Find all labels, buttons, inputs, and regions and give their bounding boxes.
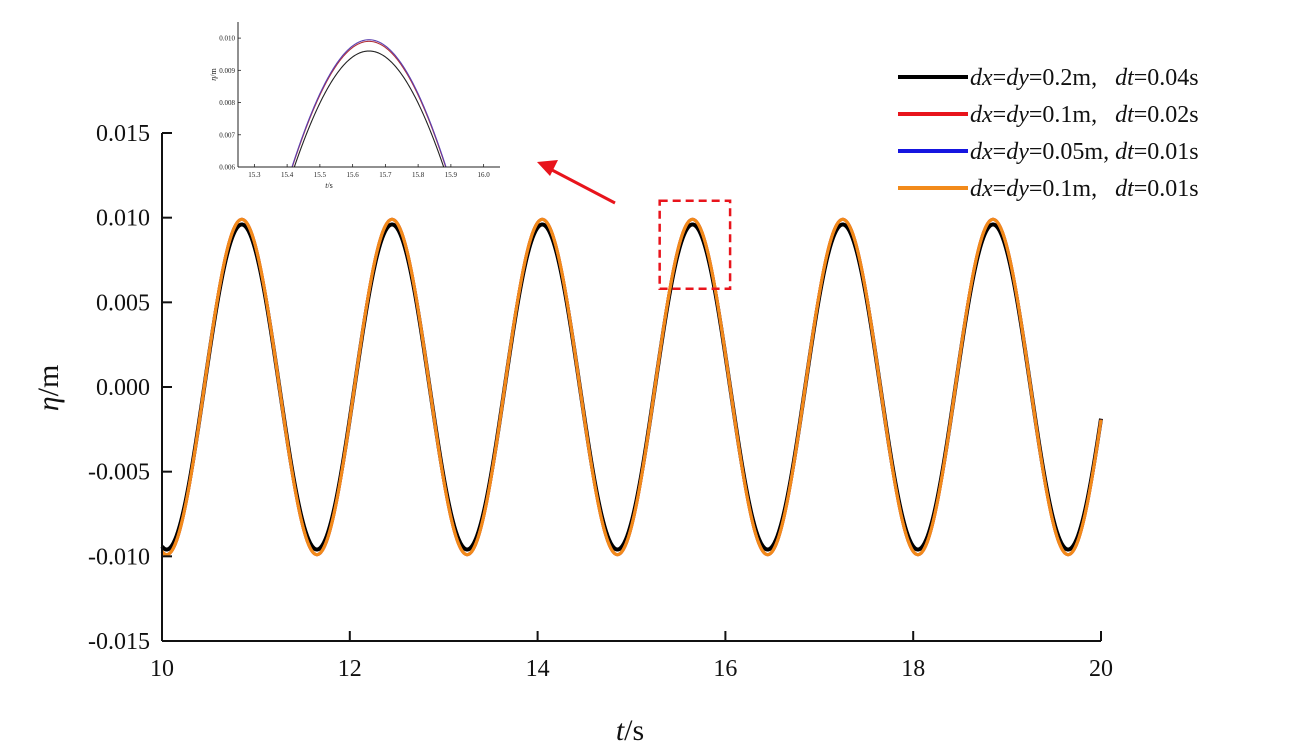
legend-entry-4: dx=dy=0.1m, dt=0.01s [970, 176, 1199, 202]
inset-y-tick-label: 0.006 [219, 164, 235, 172]
inset-zoom-plot: 15.3 15.4 15.5 15.6 15.7 15.8 15.9 16.0 0.006 0.0… [209, 22, 500, 190]
inset-series-layer [291, 39, 447, 167]
inset-series-line-1 [293, 50, 445, 167]
inset-x-tick-label: 15.9 [445, 171, 458, 179]
x-tick-label: 18 [901, 656, 925, 682]
legend-entry-3: dx=dy=0.05m, dt=0.01s [970, 139, 1199, 165]
inset-y-tick-label: 0.009 [219, 67, 235, 75]
inset-x-tick-label: 15.7 [379, 171, 392, 179]
legend-text-part: =0.1m, [1029, 176, 1115, 202]
legend-text-part: dy [1006, 65, 1029, 91]
x-tick-label: 10 [150, 656, 174, 682]
series-layer [160, 217, 1103, 557]
legend-text-part: =0.04s [1134, 65, 1199, 91]
zoom-region-box [658, 199, 732, 291]
legend-text-part: =0.01s [1134, 139, 1199, 165]
legend-text-part: dt [1115, 102, 1135, 128]
x-tick-labels: 10 12 14 16 18 20 [150, 656, 1113, 682]
series-line-2 [160, 217, 1103, 557]
inset-x-axis-label: t/s [325, 181, 333, 190]
legend-text-part: dx [970, 102, 993, 128]
y-tick-label: -0.005 [88, 460, 150, 486]
legend-text-part: dx [970, 139, 993, 165]
arrow-head [537, 160, 558, 176]
legend-text-part: =0.05m, [1029, 139, 1115, 165]
y-tick-label: 0.005 [96, 290, 150, 316]
inset-x-tick-label: 15.6 [347, 171, 360, 179]
legend-text-part: = [993, 176, 1007, 202]
arrow-shaft [551, 168, 616, 205]
inset-series-line-3 [291, 39, 447, 167]
y-tick-label: 0.000 [96, 375, 150, 401]
x-axis-label: t/s [616, 714, 644, 747]
legend-text-part: dx [970, 176, 993, 202]
legend-text-part: dx [970, 65, 993, 91]
inset-background [238, 22, 500, 167]
x-tick-label: 12 [338, 656, 362, 682]
legend-text-part: =0.2m, [1029, 65, 1115, 91]
x-tick-label: 20 [1089, 656, 1113, 682]
legend-text-part: dt [1115, 139, 1135, 165]
legend-text-part: = [993, 102, 1007, 128]
series-line-3 [160, 217, 1103, 557]
inset-y-axis-label: η/m [209, 68, 218, 81]
legend-text-part: dy [1006, 139, 1029, 165]
y-tick-label: 0.015 [96, 121, 150, 147]
y-tick-label: -0.010 [88, 544, 150, 570]
inset-y-tick-label: 0.007 [219, 131, 235, 139]
legend-text-part: =0.1m, [1029, 102, 1115, 128]
inset-y-tick-label: 0.008 [219, 99, 235, 107]
main-plot: 10 12 14 16 18 20 -0.015 -0.010 -0.005 0.000 0.00… [32, 121, 1113, 747]
inset-series-line-2 [291, 40, 447, 167]
legend-text-part: =0.02s [1134, 102, 1199, 128]
zoom-arrow [537, 160, 616, 205]
legend-text-part: dy [1006, 102, 1029, 128]
legend-text-part: =0.01s [1134, 176, 1199, 202]
inset-x-tick-label: 16.0 [478, 171, 491, 179]
legend-text-part: dy [1006, 176, 1029, 202]
legend-text-part: dt [1115, 176, 1135, 202]
inset-x-tick-label: 15.4 [281, 171, 294, 179]
y-tick-labels: -0.015 -0.010 -0.005 0.000 0.005 0.010 0.015 [88, 121, 150, 655]
legend-text-part: dt [1115, 65, 1135, 91]
inset-y-tick-label: 0.010 [219, 35, 235, 43]
legend-entry-1: dx=dy=0.2m, dt=0.04s [970, 65, 1199, 91]
inset-x-tick-label: 15.5 [314, 171, 327, 179]
series-line-4 [160, 217, 1103, 557]
series-line-1 [160, 222, 1103, 552]
y-axis-label: η/m [32, 365, 65, 412]
inset-x-tick-label: 15.8 [412, 171, 425, 179]
x-tick-label: 16 [713, 656, 737, 682]
x-tick-label: 14 [526, 656, 550, 682]
legend-entry-2: dx=dy=0.1m, dt=0.02s [970, 102, 1199, 128]
legend-text-part: = [993, 65, 1007, 91]
y-tick-label: 0.010 [96, 206, 150, 232]
axes-layer [161, 132, 1102, 642]
inset-x-tick-label: 15.3 [248, 171, 261, 179]
y-tick-label: -0.015 [88, 629, 150, 655]
legend-text-part: = [993, 139, 1007, 165]
